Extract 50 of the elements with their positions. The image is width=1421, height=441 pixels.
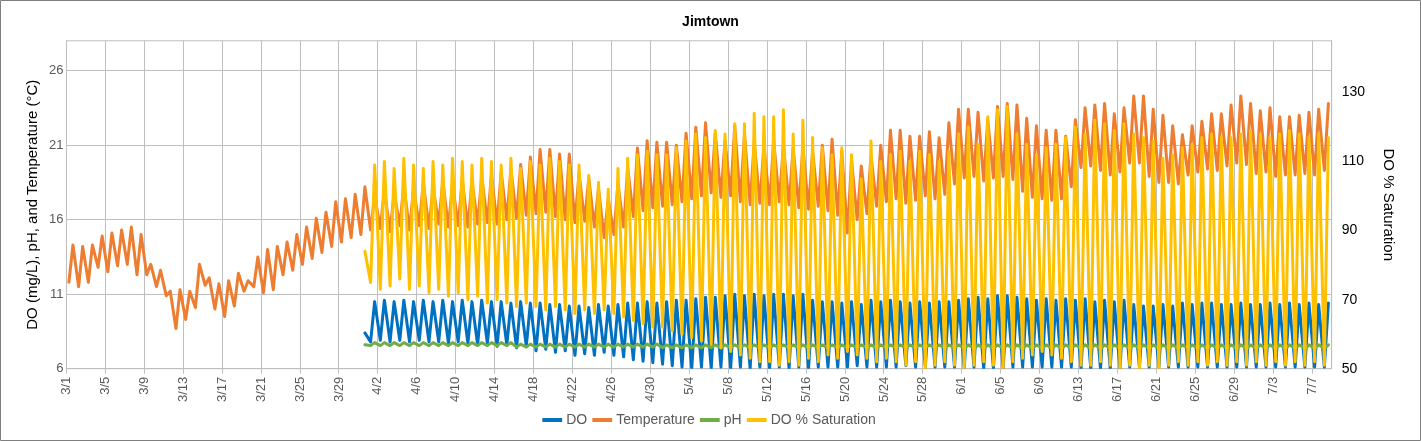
- x-tick-label: 5/8: [719, 376, 735, 395]
- x-tick-label: 4/2: [369, 376, 385, 395]
- x-tick-label: 5/4: [680, 376, 696, 395]
- x-tick-label: 3/25: [291, 376, 307, 403]
- y2-axis-title: DO % Saturation: [1380, 148, 1398, 262]
- x-tick-label: 3/29: [330, 376, 346, 403]
- x-tick-label: 5/20: [836, 376, 852, 403]
- x-tick-label: 3/1: [58, 376, 74, 395]
- y-axis-title: DO (mg/L), pH, and Temperature (°C): [23, 79, 41, 330]
- x-tick-label: 5/24: [875, 376, 891, 403]
- x-tick-label: 4/26: [603, 376, 619, 403]
- x-tick-label: 3/5: [96, 376, 112, 395]
- y-tick-label: 6: [56, 360, 64, 376]
- legend-label: Temperature: [616, 410, 696, 427]
- x-tick-label: 5/28: [914, 376, 930, 403]
- x-tick-label: 4/14: [486, 376, 502, 403]
- y2-tick-label: 70: [1341, 290, 1358, 307]
- x-tick-label: 6/21: [1148, 376, 1164, 403]
- x-tick-label: 6/9: [1031, 376, 1047, 395]
- x-tick-label: 6/5: [992, 376, 1008, 395]
- x-tick-label: 6/25: [1186, 376, 1202, 403]
- x-tick-label: 6/1: [953, 376, 969, 395]
- x-tick-label: 4/6: [408, 376, 424, 395]
- x-tick-label: 3/9: [135, 376, 151, 395]
- legend-label: pH: [723, 410, 742, 427]
- y2-tick-label: 110: [1341, 152, 1365, 169]
- y-tick-label: 21: [48, 136, 64, 152]
- y2-tick-label: 130: [1341, 83, 1366, 100]
- y2-tick-label: 50: [1341, 359, 1358, 376]
- y-tick-label: 26: [48, 62, 64, 78]
- chart-title: Jimtown: [682, 13, 739, 30]
- x-tick-label: 6/13: [1070, 376, 1086, 403]
- x-tick-label: 3/13: [174, 376, 190, 403]
- y-tick-label: 16: [48, 211, 64, 227]
- y-tick-label: 11: [49, 285, 64, 301]
- x-tick-label: 4/10: [447, 376, 463, 403]
- x-tick-label: 4/18: [525, 376, 541, 403]
- x-tick-label: 3/17: [213, 376, 229, 403]
- x-tick-label: 6/29: [1225, 376, 1241, 403]
- x-tick-label: 3/21: [252, 376, 268, 403]
- x-tick-label: 7/7: [1303, 376, 1319, 395]
- x-tick-label: 6/17: [1109, 376, 1125, 403]
- legend-label: DO % Saturation: [770, 410, 876, 427]
- legend-label: DO: [566, 410, 588, 427]
- x-tick-label: 7/3: [1264, 376, 1280, 395]
- x-tick-label: 4/30: [641, 376, 657, 403]
- x-tick-label: 5/16: [797, 376, 813, 403]
- x-tick-label: 4/22: [564, 376, 580, 403]
- y2-tick-label: 90: [1341, 221, 1358, 238]
- x-tick-label: 5/12: [758, 376, 774, 403]
